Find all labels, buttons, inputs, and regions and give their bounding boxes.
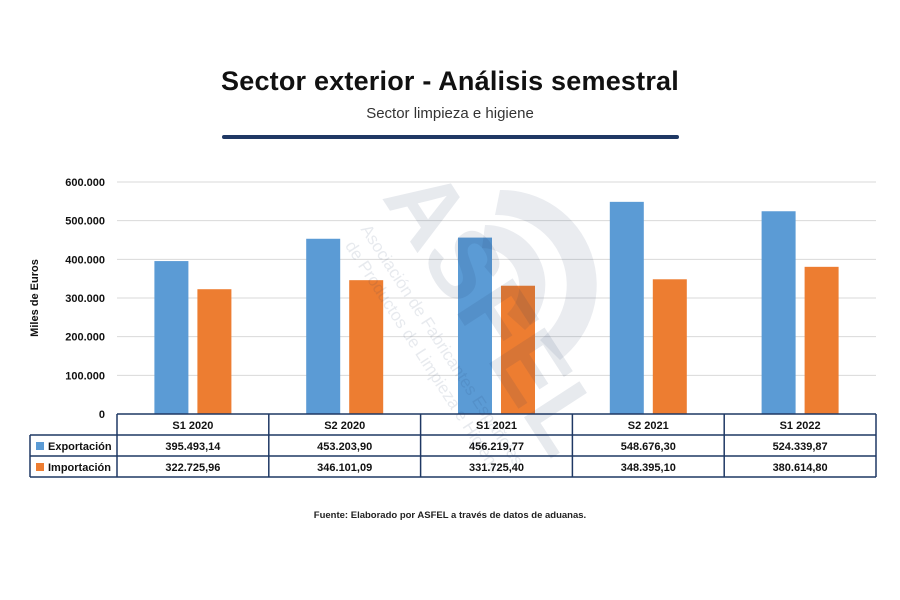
title-underline [222,135,679,139]
y-axis-label: Miles de Euros [29,259,41,337]
y-tick-label: 0 [99,409,105,421]
data-label: 322.725,96 [165,462,220,474]
y-axis-ticks: 0 100.000 200.000 300.000 400.000 500.000 600.… [65,177,105,421]
y-tick-label: 600.000 [65,177,105,189]
chart-title: Sector exterior - Análisis semestral [221,66,679,96]
x-tick-label: S2 2021 [628,420,669,432]
data-label: 346.101,09 [317,462,372,474]
bar-exportacion-0 [154,261,189,414]
y-tick-label: 100.000 [65,370,105,382]
gridlines [117,181,876,376]
data-label: 395.493,14 [165,441,221,453]
data-table: S1 2020 S2 2020 S1 2021 S2 2021 S1 2022 Expor… [29,413,877,478]
chart-source-note: Fuente: Elaborado por ASFEL a través de … [313,510,587,521]
y-tick-label: 300.000 [65,293,105,305]
bar-exportacion-1 [306,238,341,414]
x-tick-label: S2 2020 [324,420,365,432]
legend-swatch-0 [36,442,44,450]
bar-exportacion-4 [761,211,796,414]
y-tick-label: 200.000 [65,332,105,344]
data-label: 331.725,40 [469,462,524,474]
x-tick-label: S1 2020 [172,420,213,432]
chart-subtitle: Sector limpieza e higiene [366,105,534,122]
bar-importacion-0 [197,289,232,414]
legend-label: Importación [48,462,111,474]
bar-importacion-4 [804,266,839,414]
legend-label: Exportación [48,441,112,453]
data-label: 380.614,80 [773,462,828,474]
data-label: 456.219,77 [469,441,524,453]
data-label: 453.203,90 [317,441,372,453]
data-label: 548.676,30 [621,441,676,453]
bar-importacion-3 [652,279,687,414]
bar-exportacion-2 [458,237,492,414]
legend-swatch-1 [36,463,44,471]
bar-importacion-1 [349,280,384,414]
bars [154,201,839,414]
data-label: 524.339,87 [773,441,828,453]
bar-importacion-2 [501,285,535,414]
y-tick-label: 500.000 [65,216,105,228]
x-tick-label: S1 2021 [476,420,517,432]
bar-exportacion-3 [609,201,644,414]
x-tick-label: S1 2022 [780,420,821,432]
data-label: 348.395,10 [621,462,676,474]
y-tick-label: 400.000 [65,254,105,266]
